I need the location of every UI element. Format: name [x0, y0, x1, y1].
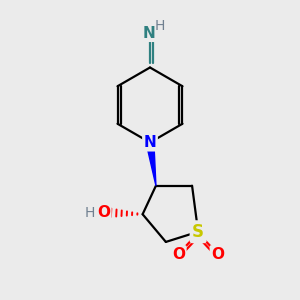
Text: S: S	[192, 223, 204, 241]
Text: N: N	[144, 135, 156, 150]
Text: H: H	[85, 206, 95, 220]
Polygon shape	[146, 142, 156, 186]
Text: H: H	[154, 19, 165, 32]
Text: O: O	[172, 247, 185, 262]
Text: N: N	[142, 26, 155, 40]
Text: O: O	[211, 247, 224, 262]
Text: O: O	[97, 205, 110, 220]
